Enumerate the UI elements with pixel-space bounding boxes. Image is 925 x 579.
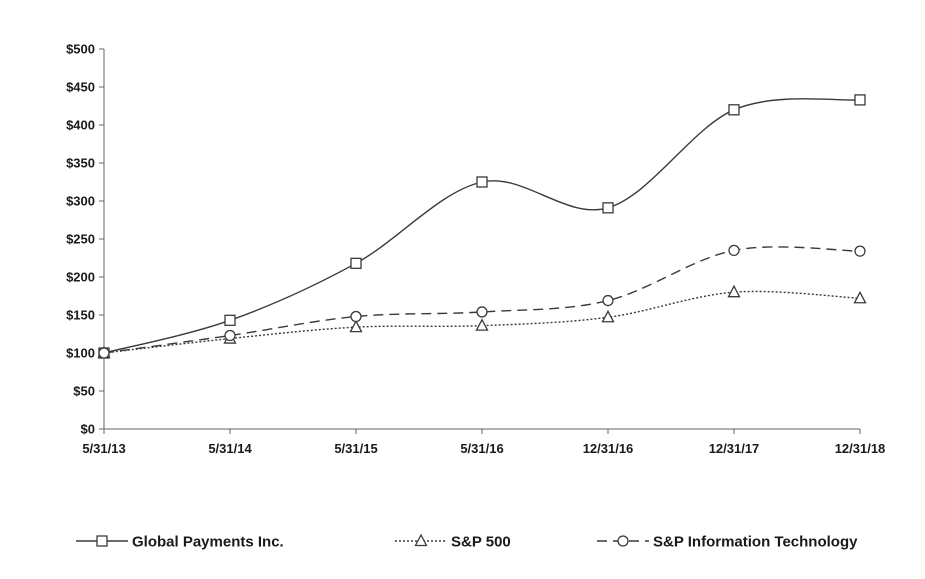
x-tick-labels: 5/31/13 5/31/14 5/31/15 5/31/16 12/31/16 12/3…: [82, 441, 885, 456]
data-point-s-p-500: [349, 319, 363, 333]
x-tick-label: 5/31/14: [208, 441, 252, 456]
y-tick-label: $400: [66, 118, 95, 133]
y-tick-label: $200: [66, 270, 95, 285]
axes: [99, 48, 861, 434]
x-tick-label: 5/31/15: [334, 441, 377, 456]
data-point-global-payments-inc: [854, 94, 866, 106]
x-tick-label: 5/31/13: [82, 441, 125, 456]
data-point-s-p-information-technology: [602, 294, 614, 307]
data-point-global-payments-inc: [224, 314, 236, 326]
y-tick-label: $350: [66, 156, 95, 171]
legend: Global Payments Inc. S&P 500 S&P Informati…: [76, 534, 858, 551]
y-tick-label: $450: [66, 80, 95, 95]
y-tick-labels: $0 $50 $100 $150 $200 $250 $300 $350 $400 $450 $50…: [66, 42, 95, 437]
y-tick-label: $300: [66, 194, 95, 209]
data-point-s-p-information-technology: [854, 245, 866, 257]
legend-item-s-p-information-technology: S&P Information Technology: [597, 534, 858, 551]
data-point-global-payments-inc: [476, 176, 488, 188]
x-tick-label: 12/31/18: [835, 441, 886, 456]
legend-marker: [617, 535, 629, 547]
data-point-global-payments-inc: [602, 202, 614, 214]
data-point-s-p-information-technology: [98, 347, 110, 359]
legend-marker: [414, 533, 428, 547]
series-markers: [97, 94, 867, 359]
y-tick-label: $500: [66, 42, 95, 57]
data-point-global-payments-inc: [350, 257, 362, 269]
x-tick-label: 12/31/17: [709, 441, 760, 456]
data-point-s-p-information-technology: [728, 244, 740, 257]
legend-label: S&P 500: [451, 534, 511, 551]
data-point-s-p-information-technology: [224, 329, 236, 342]
data-point-s-p-information-technology: [350, 310, 362, 323]
legend-marker: [96, 535, 108, 547]
x-tick-label: 12/31/16: [583, 441, 634, 456]
legend-label: Global Payments Inc.: [132, 534, 284, 551]
y-tick-label: $100: [66, 346, 95, 361]
legend-item-s-p-500: S&P 500: [395, 534, 511, 551]
x-tick-label: 5/31/16: [460, 441, 503, 456]
data-point-s-p-500: [727, 284, 741, 298]
data-point-s-p-information-technology: [476, 306, 488, 318]
legend-label: S&P Information Technology: [653, 534, 858, 551]
data-point-global-payments-inc: [728, 104, 740, 116]
series-line-s-p-information-technology: [103, 246, 861, 354]
data-point-s-p-500: [601, 309, 615, 323]
y-tick-label: $150: [66, 308, 95, 323]
y-tick-label: $250: [66, 232, 95, 247]
data-point-s-p-500: [853, 290, 867, 304]
y-tick-label: $50: [73, 384, 95, 399]
data-point-s-p-500: [475, 318, 489, 331]
legend-item-global-payments-inc: Global Payments Inc.: [76, 534, 284, 551]
y-tick-label: $0: [81, 422, 95, 437]
